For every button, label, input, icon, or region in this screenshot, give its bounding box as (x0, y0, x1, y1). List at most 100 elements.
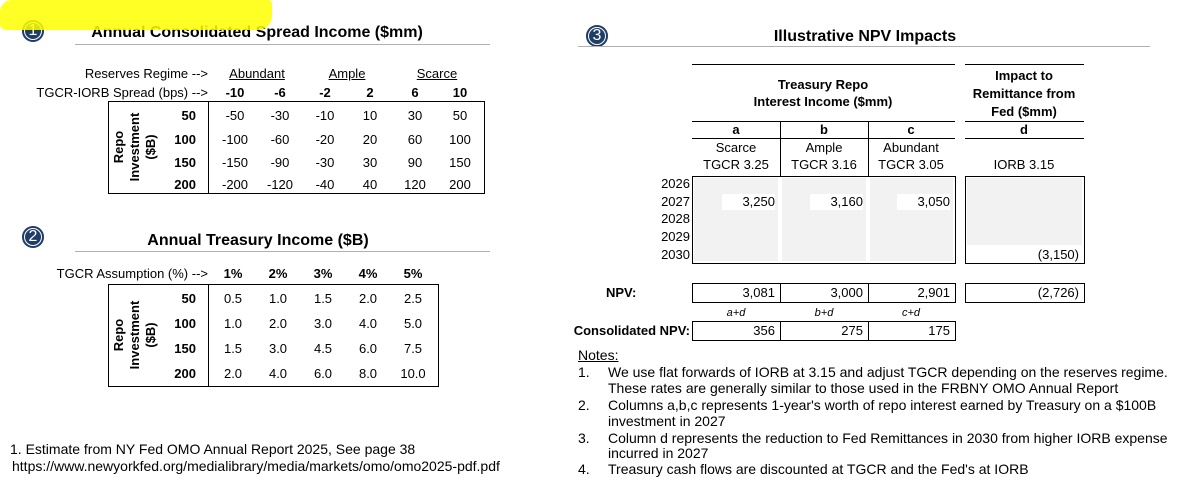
column-header: 2 (366, 85, 374, 100)
rule (692, 321, 693, 340)
note-text: Treasury cash flows are discounted at TG… (608, 461, 1029, 477)
cell-fill (870, 178, 953, 261)
column-header: -6 (274, 85, 286, 100)
section-number: 3 (586, 25, 608, 47)
cell: -200 (221, 177, 249, 192)
side-label-line: Repo (111, 130, 126, 164)
cell: -120 (266, 177, 294, 192)
column-header: 3% (313, 266, 333, 281)
highlight (0, 0, 272, 30)
row-label: 50 (181, 108, 196, 123)
cell: 50 (452, 108, 468, 123)
rule (75, 251, 490, 252)
rule (438, 284, 439, 386)
column-header: 1% (223, 266, 243, 281)
rule (692, 263, 956, 264)
column-header: Abundant (883, 140, 939, 155)
row-label: 200 (174, 366, 196, 381)
cell: 20 (362, 132, 378, 147)
rule (868, 121, 869, 176)
cell: 5.0 (403, 316, 423, 331)
group-header: Interest Income ($mm) (753, 94, 893, 109)
cell: 3,160 (810, 194, 863, 210)
rule (965, 283, 1084, 284)
row-header: Reserves Regime --> (84, 66, 208, 81)
rule (484, 101, 485, 193)
note-number: 2. (578, 397, 590, 413)
rule (955, 283, 956, 302)
cell: 4.5 (313, 341, 333, 356)
rule (868, 321, 869, 340)
side-label-line: Investment (127, 112, 142, 182)
cell: 200 (449, 177, 471, 192)
year-label: 2029 (661, 229, 690, 244)
cell: -30 (315, 155, 335, 170)
row-label: NPV: (606, 285, 637, 300)
cell: -10 (315, 108, 335, 123)
section-title: Annual Treasury Income ($B) (147, 232, 369, 249)
side-label-line: ($B) (143, 322, 158, 348)
column-header: TGCR 3.16 (791, 157, 857, 172)
cell: -50 (225, 108, 245, 123)
cell: 4.0 (358, 316, 378, 331)
row-label: 150 (174, 341, 196, 356)
side-label: Repo Investment ($B) (111, 102, 159, 192)
rule (955, 176, 956, 263)
cell: -150 (221, 155, 249, 170)
column-letter: a (732, 122, 740, 137)
regime-label: Abundant (229, 66, 285, 81)
section-title: Illustrative NPV Impacts (773, 28, 957, 45)
year-label: 2026 (661, 176, 690, 191)
formula-label: b+d (814, 307, 834, 319)
rule (208, 284, 209, 386)
rule (965, 138, 1084, 139)
rule (108, 386, 439, 387)
rule (692, 283, 693, 302)
column-header: 6 (411, 85, 419, 100)
column-header: 10 (452, 85, 468, 100)
column-header: Ample (805, 140, 843, 155)
rule (965, 64, 1084, 65)
side-label-line: Investment (127, 300, 142, 370)
rule (692, 64, 955, 65)
footnote: 1. Estimate from NY Fed OMO Annual Repor… (10, 441, 416, 457)
formula-label: a+d (726, 307, 746, 319)
cell: 8.0 (358, 366, 378, 381)
notes-title: Notes: (578, 347, 619, 363)
rule (108, 101, 109, 193)
cell: -60 (270, 132, 290, 147)
row-label: 50 (181, 291, 196, 306)
cell: 1.5 (313, 291, 333, 306)
cell: 100 (449, 132, 471, 147)
rule (868, 283, 869, 302)
group-header: Fed ($mm) (991, 104, 1057, 119)
cell: 2.0 (268, 316, 288, 331)
side-label: Repo Investment ($B) (111, 290, 159, 380)
rule (208, 101, 209, 193)
cell: 1.0 (223, 316, 243, 331)
cell: 10 (362, 108, 378, 123)
column-header: 5% (403, 266, 423, 281)
cell: 6.0 (313, 366, 333, 381)
cell: 10.0 (400, 366, 426, 381)
cell: 120 (404, 177, 426, 192)
column-header: 4% (358, 266, 378, 281)
regime-label: Scarce (416, 66, 458, 81)
rule (965, 302, 1085, 303)
column-header: TGCR 3.05 (878, 157, 944, 172)
note-number: 1. (578, 364, 590, 380)
note-text: investment in 2027 (608, 413, 726, 429)
row-label: Consolidated NPV: (573, 323, 690, 338)
rule (780, 283, 781, 302)
rule (955, 321, 956, 340)
rule (965, 176, 966, 263)
cell-fill (694, 178, 778, 261)
rule (692, 121, 955, 122)
cell: 3,250 (722, 194, 775, 210)
cell: 60 (407, 132, 423, 147)
year-label: 2028 (661, 211, 690, 226)
rule (780, 321, 781, 340)
cell: 2.0 (358, 291, 378, 306)
column-header: Scarce (715, 140, 757, 155)
